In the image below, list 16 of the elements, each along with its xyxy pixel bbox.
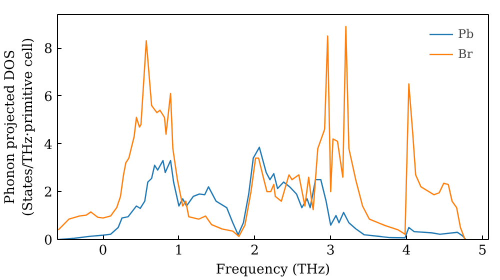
legend-label: Pb <box>458 27 475 41</box>
y-tick-label: 8 <box>44 42 53 58</box>
line-series <box>58 146 466 240</box>
x-tick-label: 1 <box>174 244 184 258</box>
y-tick-label: 6 <box>44 90 53 105</box>
y-tick-label: 2 <box>44 186 53 201</box>
x-axis-title: Frequency (THz) <box>216 262 330 278</box>
y-tick-label: 0 <box>44 234 53 248</box>
x-tick-label: 3 <box>326 244 335 258</box>
x-tick-label: 5 <box>478 244 487 258</box>
x-tick-label: 4 <box>402 244 411 258</box>
legend-label: Br <box>458 47 474 61</box>
x-tick-label: 2 <box>250 244 260 258</box>
y-axis-title: Phonon projected DOS (States/THz·primitive cell) <box>3 38 36 216</box>
y-tick-label: 4 <box>44 138 53 153</box>
x-tick-label: 0 <box>98 244 108 258</box>
